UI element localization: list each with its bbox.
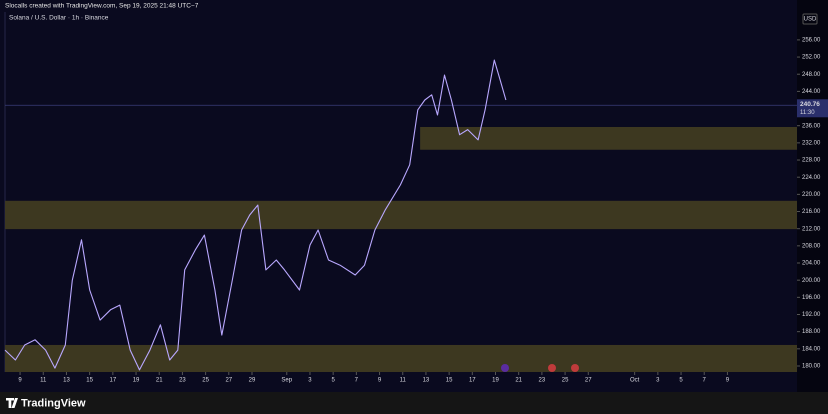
x-tick-label: 3 bbox=[656, 378, 660, 384]
x-tick-label: 5 bbox=[331, 378, 335, 384]
price-tag-time: 11:30 bbox=[800, 110, 815, 116]
x-tick-label: 29 bbox=[249, 378, 256, 384]
footer-bar bbox=[0, 392, 828, 414]
x-tick-label: 13 bbox=[63, 378, 70, 384]
y-tick-label: 208.00 bbox=[802, 243, 821, 249]
x-tick-label: 25 bbox=[202, 378, 209, 384]
x-tick-label: 17 bbox=[109, 378, 116, 384]
zone bbox=[5, 344, 797, 372]
event-icon bbox=[501, 364, 509, 372]
y-tick-label: 248.00 bbox=[802, 72, 821, 78]
zone bbox=[420, 126, 797, 150]
x-tick-label: 11 bbox=[400, 378, 407, 384]
x-tick-label: 15 bbox=[446, 378, 453, 384]
chart-title: Solana / U.S. Dollar · 1h · Binance bbox=[9, 15, 109, 22]
x-tick-label: 7 bbox=[355, 378, 359, 384]
x-tick-label: 9 bbox=[18, 378, 22, 384]
y-tick-label: 192.00 bbox=[802, 312, 821, 318]
x-tick-label: 25 bbox=[562, 378, 569, 384]
x-tick-label: 21 bbox=[156, 378, 163, 384]
header: Slocalls created with TradingView.com, S… bbox=[5, 3, 199, 10]
y-tick-label: 200.00 bbox=[802, 278, 821, 284]
x-tick-label: 7 bbox=[703, 378, 707, 384]
footer-brand: TradingView bbox=[21, 397, 86, 409]
y-tick-label: 224.00 bbox=[802, 175, 821, 181]
x-tick-label: 9 bbox=[726, 378, 730, 384]
x-tick-label: 9 bbox=[378, 378, 382, 384]
x-tick-label: 13 bbox=[423, 378, 430, 384]
x-tick-label: 27 bbox=[225, 378, 232, 384]
price-axis bbox=[797, 0, 828, 392]
currency: USD bbox=[804, 17, 817, 23]
event-icon bbox=[571, 364, 579, 372]
x-tick-label: 17 bbox=[469, 378, 476, 384]
y-tick-label: 256.00 bbox=[802, 37, 821, 43]
x-tick-label: 21 bbox=[515, 378, 522, 384]
y-tick-label: 244.00 bbox=[802, 89, 821, 95]
x-tick-label: 5 bbox=[679, 378, 683, 384]
x-tick-label: 19 bbox=[133, 378, 140, 384]
y-tick-label: 196.00 bbox=[802, 295, 821, 301]
y-tick-label: 232.00 bbox=[802, 140, 821, 146]
zone bbox=[5, 200, 797, 230]
x-tick-label: Oct bbox=[630, 378, 640, 384]
y-tick-label: 212.00 bbox=[802, 226, 821, 232]
y-tick-label: 220.00 bbox=[802, 192, 821, 198]
currency-box bbox=[802, 13, 818, 25]
x-tick-label: 23 bbox=[179, 378, 186, 384]
x-tick-label: 15 bbox=[86, 378, 93, 384]
x-tick-label: 3 bbox=[308, 378, 312, 384]
y-tick-label: 188.00 bbox=[802, 329, 821, 335]
x-tick-label: 23 bbox=[539, 378, 546, 384]
x-tick-label: 11 bbox=[40, 378, 47, 384]
price-tag bbox=[797, 99, 828, 118]
event-icon bbox=[548, 364, 556, 372]
price-tag-value: 240.76 bbox=[800, 101, 820, 108]
logo-icon bbox=[6, 398, 18, 408]
y-tick-label: 184.00 bbox=[802, 346, 821, 352]
y-tick-label: 236.00 bbox=[802, 123, 821, 129]
y-tick-label: 204.00 bbox=[802, 261, 821, 267]
x-tick-label: Sep bbox=[281, 378, 292, 384]
x-tick-label: 19 bbox=[492, 378, 499, 384]
y-tick-label: 216.00 bbox=[802, 209, 821, 215]
x-tick-label: 27 bbox=[585, 378, 592, 384]
y-tick-label: 228.00 bbox=[802, 158, 821, 164]
y-tick-label: 252.00 bbox=[802, 55, 821, 61]
price-series bbox=[4, 59, 507, 371]
y-tick-label: 180.00 bbox=[802, 364, 821, 370]
